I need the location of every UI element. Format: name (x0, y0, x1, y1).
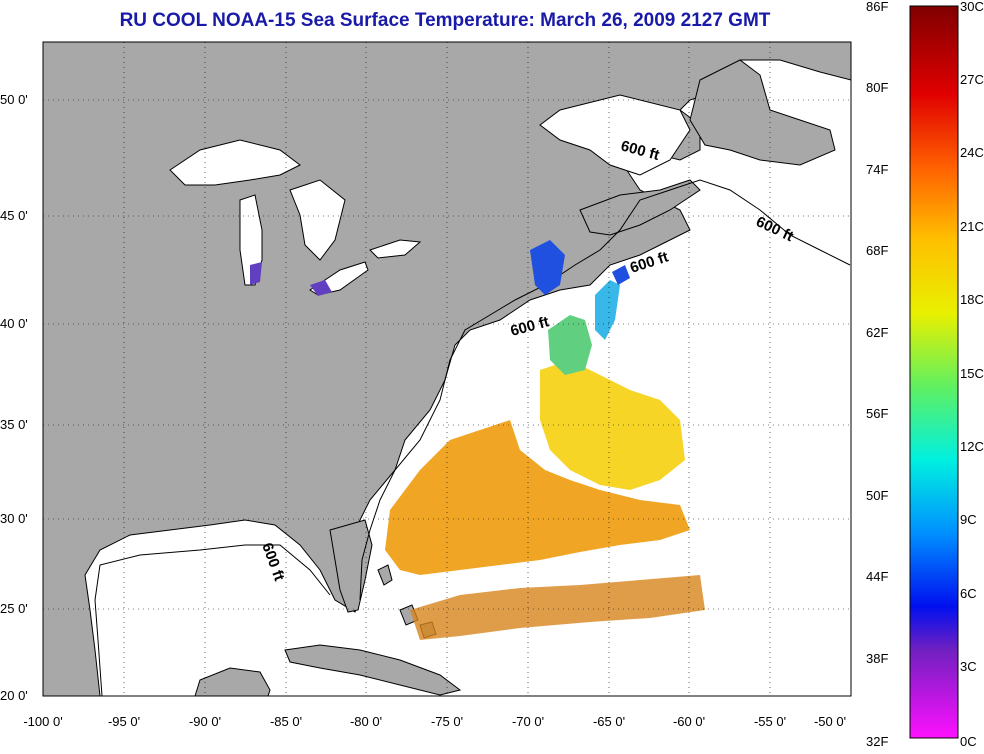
colorbar-c-label: 6C (960, 586, 977, 601)
lat-tick-label: 45 0' (0, 208, 28, 223)
lat-tick-label: 50 0' (0, 92, 28, 107)
lat-tick-label: 35 0' (0, 417, 28, 432)
newfoundland (689, 59, 836, 166)
colorbar-c-label: 15C (960, 366, 984, 381)
lon-tick-label: -80 0' (350, 714, 382, 729)
colorbar-c-label: 21C (960, 219, 984, 234)
florida (329, 519, 373, 613)
colorbar-f-label: 38F (866, 651, 888, 666)
colorbar-c-label: 27C (960, 72, 984, 87)
colorbar-c-label: 9C (960, 512, 977, 527)
gulf-of-st-lawrence (539, 94, 691, 176)
colorbar-f-label: 86F (866, 0, 888, 14)
colorbar-f-label: 56F (866, 406, 888, 421)
lat-tick-label: 20 0' (0, 688, 28, 703)
colorbar-f-label: 44F (866, 569, 888, 584)
colorbar-f-label: 62F (866, 325, 888, 340)
lon-tick-label: -70 0' (512, 714, 544, 729)
sst-green-patch (548, 315, 592, 375)
colorbar-f-label: 74F (866, 162, 888, 177)
colorbar-c-label: 0C (960, 734, 977, 749)
lon-tick-label: -65 0' (593, 714, 625, 729)
map-title: RU COOL NOAA-15 Sea Surface Temperature:… (119, 10, 771, 31)
sst-orange-patch (385, 420, 690, 575)
colorbar-c-label: 12C (960, 439, 984, 454)
lon-tick-label: -90 0' (189, 714, 221, 729)
sst-swath (250, 240, 705, 640)
graticule (43, 42, 851, 696)
land-layer (42, 41, 852, 697)
yucatan (194, 667, 271, 697)
sst-map: 600 ft 600 ft 600 ft 600 ft 600 ft 50 0'… (0, 41, 852, 729)
lake-huron (289, 179, 346, 261)
lon-tick-label: -60 0' (673, 714, 705, 729)
sst-yellow-patch (540, 360, 685, 490)
temperature-colorbar: 86F 80F 74F 68F 62F 56F 50F 44F 38F 32F … (866, 0, 984, 749)
lon-tick-label: -95 0' (108, 714, 140, 729)
cuba (284, 644, 462, 696)
lake-ontario (369, 239, 422, 259)
lon-tick-label: -100 0' (23, 714, 62, 729)
colorbar-c-label: 18C (960, 292, 984, 307)
colorbar-c-label: 24C (960, 145, 984, 160)
colorbar-c-label: 3C (960, 659, 977, 674)
lake-superior (169, 139, 301, 186)
lat-tick-label: 30 0' (0, 511, 28, 526)
sst-blue-patch (530, 240, 630, 295)
lon-tick-label: -50 0' (814, 714, 846, 729)
sst-southern-band (410, 575, 705, 640)
colorbar-f-label: 32F (866, 734, 888, 749)
lat-tick-label: 40 0' (0, 316, 28, 331)
nova-scotia (579, 179, 701, 236)
sst-cyan-patch (595, 280, 620, 340)
colorbar-gradient (909, 5, 959, 739)
colorbar-f-label: 80F (866, 80, 888, 95)
lake-sst-blue (250, 262, 332, 296)
lon-tick-label: -85 0' (270, 714, 302, 729)
colorbar-c-label: 30C (960, 0, 984, 14)
lat-tick-label: 25 0' (0, 601, 28, 616)
colorbar-f-label: 68F (866, 243, 888, 258)
lon-tick-label: -75 0' (431, 714, 463, 729)
colorbar-f-label: 50F (866, 488, 888, 503)
lon-tick-label: -55 0' (754, 714, 786, 729)
